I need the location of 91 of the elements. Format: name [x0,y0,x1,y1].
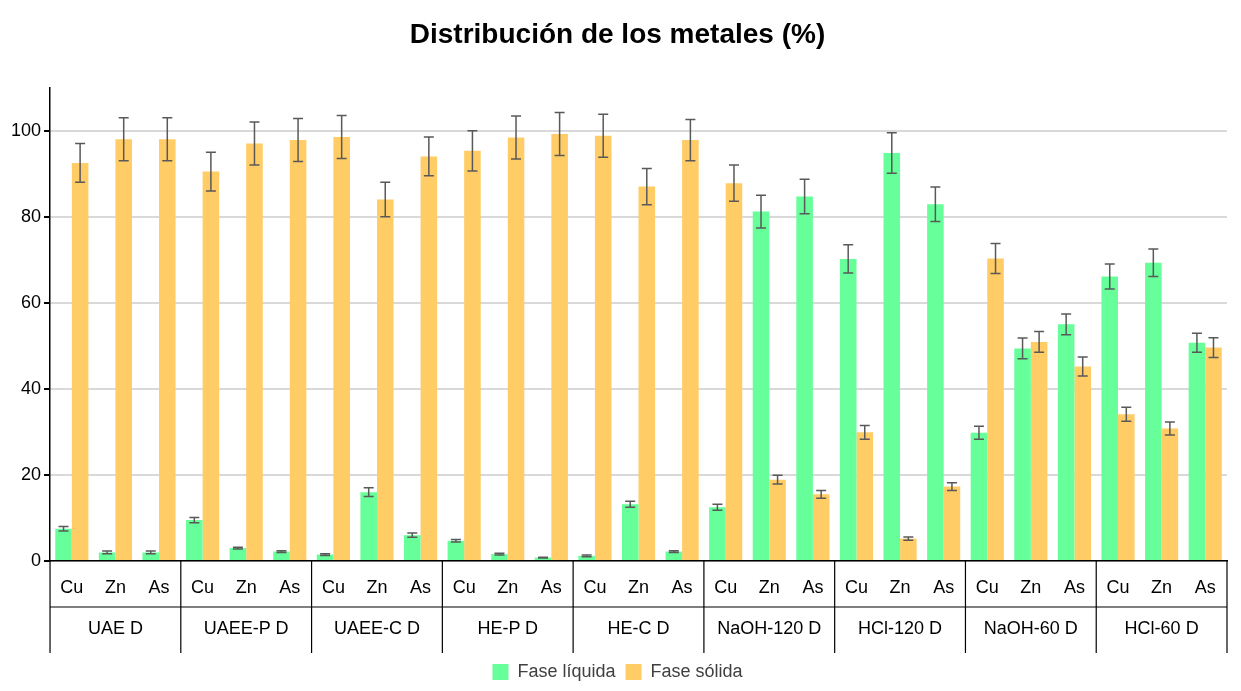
x-tick-label: Cu [583,576,607,597]
bar [812,494,830,560]
bar [1205,347,1222,560]
bar [709,507,726,560]
bar [186,520,203,560]
x-tick-label: Zn [366,576,388,597]
text: UAEE-P D [203,617,289,638]
bar [725,183,743,560]
bar [883,153,901,560]
x-tick-label: Cu [60,576,84,597]
bar [1118,414,1135,560]
bar [1074,366,1091,560]
x-tick-label: As [671,576,693,597]
bar [464,150,481,560]
bar [987,258,1004,560]
x-tick-label: Cu [975,576,999,597]
bar [1145,262,1162,560]
bar [98,552,116,560]
bar [1030,341,1048,560]
bar [856,432,874,560]
text: HE-C D [607,617,670,638]
x-tick-label: Cu [714,576,738,597]
bar [246,143,263,560]
x-tick-label: As [1063,576,1085,597]
bar [796,196,813,560]
legend-label: Fase líquida [517,660,617,681]
x-tick-label: Cu [321,576,345,597]
bar [551,134,568,560]
bar [1188,342,1206,560]
x-tick-label: Zn [889,576,911,597]
x-tick-label: Zn [104,576,126,597]
bar [752,211,770,560]
x-tick-label: Zn [628,576,650,597]
x-tick-label: Zn [235,576,257,597]
y-tick-label: 20 [21,463,42,484]
bar [376,199,394,560]
x-tick-label: Cu [191,576,215,597]
x-tick-label: Cu [1106,576,1130,597]
bar [970,432,988,560]
bar [1057,324,1075,560]
y-tick-label: 80 [21,205,42,226]
text: HE-P D [477,617,539,638]
bar [507,137,525,560]
bar [202,171,220,560]
bar [115,139,132,560]
text: UAE D [87,617,143,638]
text: HCl-60 D [1124,617,1199,638]
bar [360,492,377,560]
x-tick-label: Cu [452,576,476,597]
bar [621,504,639,560]
bar [1101,276,1119,560]
bar [55,528,72,560]
x-tick-label: As [410,576,432,597]
x-tick-label: As [802,576,824,597]
bar [839,258,857,560]
x-tick-label: Zn [1151,576,1173,597]
bar [900,538,917,560]
x-tick-label: Zn [758,576,780,597]
bar [142,552,160,560]
text: NaOH-60 D [983,617,1078,638]
x-tick-label: As [148,576,170,597]
text: UAEE-C D [333,617,420,638]
x-tick-label: As [933,576,955,597]
text: HCl-120 D [858,617,943,638]
bar [159,139,176,560]
bar [420,156,438,560]
bar [943,486,961,560]
x-tick-label: Zn [497,576,519,597]
y-tick-label: 40 [21,377,42,398]
bar [927,204,944,560]
text: NaOH-120 D [717,617,822,638]
bar [769,479,786,560]
bar [594,135,612,560]
bar [682,140,699,560]
x-tick-label: As [279,576,301,597]
legend-label: Fase sólida [650,660,744,681]
x-tick-label: Cu [844,576,868,597]
bar [289,140,307,560]
bar [403,535,421,560]
bar [71,162,89,560]
bar [1161,428,1179,560]
bar [638,186,656,560]
x-tick-label: As [540,576,562,597]
y-tick-label: 60 [21,291,42,312]
chart-title: Distribución de los metales (%) [409,17,826,49]
x-tick-label: Zn [1020,576,1042,597]
bar [1014,348,1031,560]
x-tick-label: As [1194,576,1216,597]
y-tick-label: 100 [10,119,42,140]
bar [333,137,350,560]
y-tick-label: 0 [31,549,42,570]
